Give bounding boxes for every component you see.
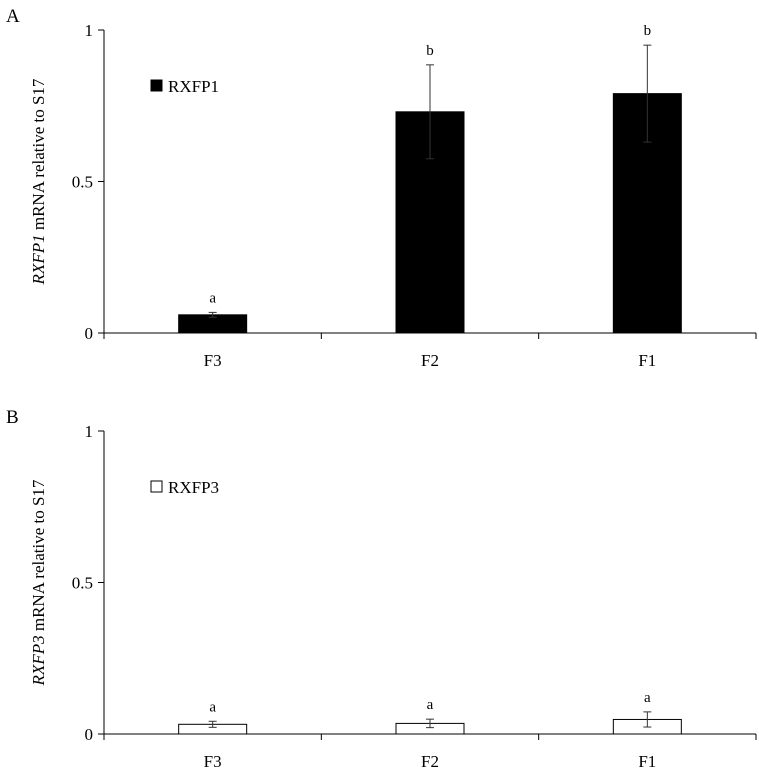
x-category-label: F1 [638, 752, 656, 771]
y-tick-label: 0.5 [72, 574, 93, 593]
significance-label: a [644, 690, 651, 706]
significance-label: b [426, 43, 434, 59]
y-tick-label: 1 [85, 21, 94, 40]
x-category-label: F3 [204, 752, 222, 771]
y-axis-label-gene: RXFP3 [29, 635, 48, 686]
y-axis-label-gene: RXFP1 [29, 234, 48, 285]
y-axis-label-rest: mRNA relative to S17 [29, 479, 48, 635]
legend-label: RXFP3 [168, 478, 219, 497]
chart-panel-b: B 0 0.5 1 RXFP3 mRNA relative to S17 F3 a F2 a F1… [6, 407, 757, 771]
significance-label: a [427, 697, 434, 713]
y-tick-label: 0.5 [72, 173, 93, 192]
y-axis-label: RXFP3 mRNA relative to S17 [29, 479, 48, 686]
significance-label: b [644, 23, 652, 39]
x-category-label: F2 [421, 752, 439, 771]
x-category-label: F2 [421, 351, 439, 370]
y-tick-label: 0 [85, 324, 94, 343]
legend-swatch [150, 480, 163, 493]
x-category-label: F3 [204, 351, 222, 370]
legend-swatch [150, 79, 163, 92]
chart-panel-a: A 0 0.5 1 RXFP1 mRNA relative to S17 F3 a F2 b F1… [6, 6, 757, 370]
legend-label: RXFP1 [168, 77, 219, 96]
significance-label: a [209, 699, 216, 715]
panel-letter: B [6, 407, 19, 428]
significance-label: a [209, 290, 216, 306]
y-axis-label-rest: mRNA relative to S17 [29, 78, 48, 234]
y-tick-label: 1 [85, 422, 94, 441]
x-category-label: F1 [638, 351, 656, 370]
y-tick-label: 0 [85, 725, 94, 744]
y-axis-label: RXFP1 mRNA relative to S17 [29, 78, 48, 285]
panel-letter: A [6, 6, 20, 27]
